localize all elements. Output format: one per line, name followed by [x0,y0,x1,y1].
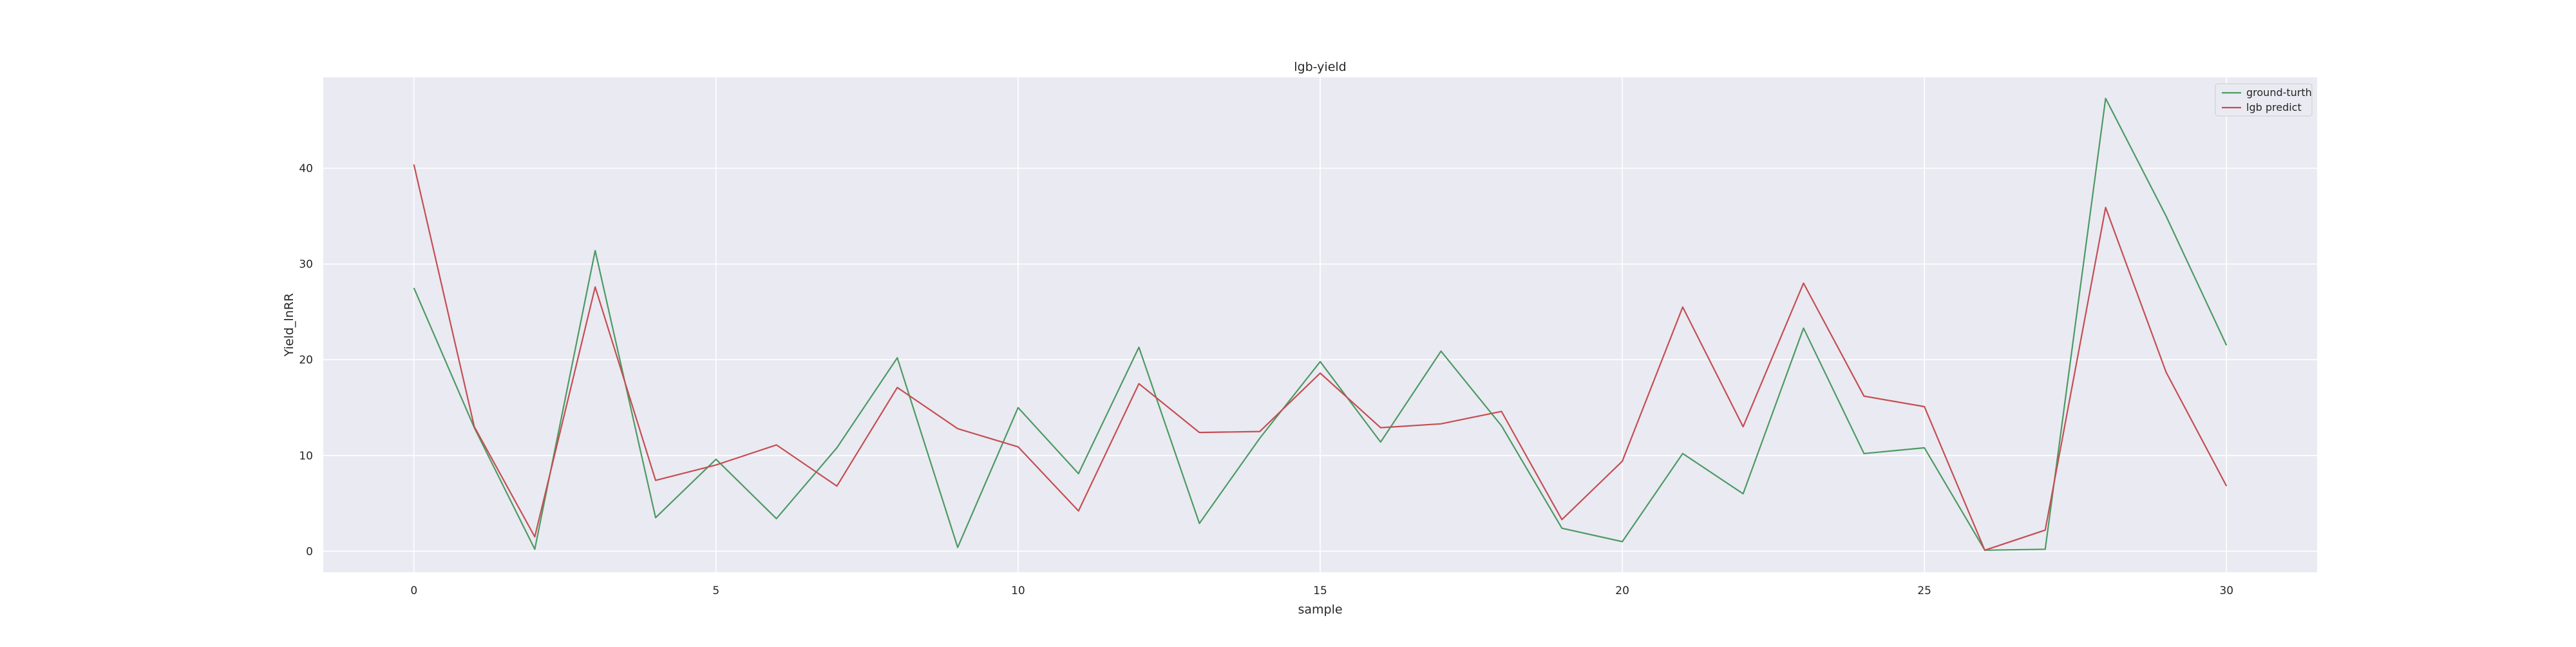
y-axis-ticks: 0 10 20 30 40 [299,162,313,558]
x-axis-label: sample [1298,603,1342,617]
x-tick-label: 30 [2219,584,2233,597]
x-tick-label: 15 [1313,584,1327,597]
x-tick-label: 10 [1011,584,1025,597]
series-lines [413,97,2228,551]
legend: ground-turth lgb predict [2215,83,2313,117]
y-axis-label: Yield_lnRR [282,293,296,357]
y-tick-label: 30 [299,258,313,271]
chart-title: lgb-yield [1294,60,1346,74]
x-tick-label: 25 [1917,584,1931,597]
y-tick-label: 0 [306,545,313,558]
y-tick-label: 20 [299,354,313,367]
series-line-1 [413,164,2228,551]
x-tick-label: 0 [410,584,417,597]
x-axis-ticks: 0 5 10 15 20 25 30 [410,584,2233,597]
x-tick-label: 5 [712,584,719,597]
y-tick-label: 10 [299,450,313,463]
series-line-0 [413,97,2228,551]
y-tick-label: 40 [299,162,313,175]
legend-label-ground-truth: ground-turth [2246,86,2312,99]
grid-lines [323,77,2317,572]
legend-label-lgb-predict: lgb predict [2246,101,2302,113]
x-tick-label: 20 [1615,584,1629,597]
